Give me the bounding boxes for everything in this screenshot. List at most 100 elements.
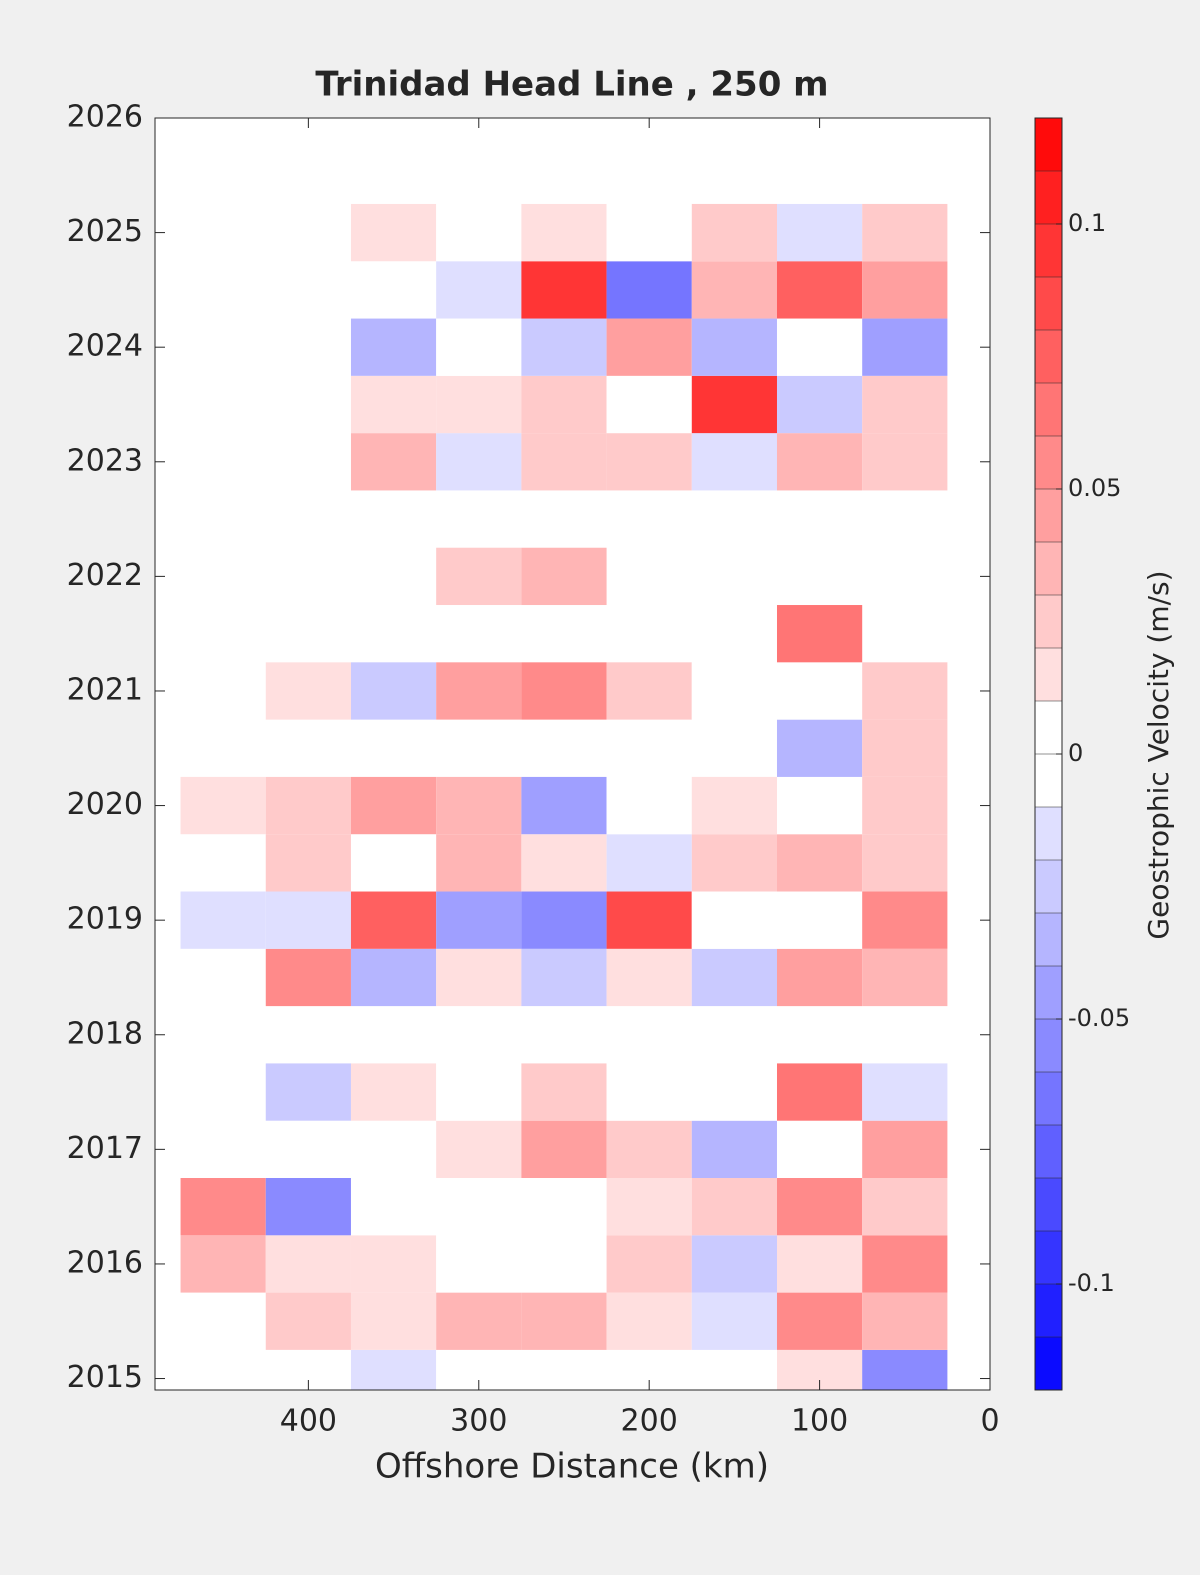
y-tick-label: 2016 [67, 1245, 143, 1280]
cell [862, 375, 948, 434]
colorbar-tick-label: 0 [1068, 739, 1083, 767]
cell [265, 1292, 351, 1350]
cell [776, 1120, 863, 1178]
cell [180, 1292, 266, 1350]
cell [691, 1120, 777, 1178]
x-tick-label: 0 [980, 1404, 999, 1439]
cell [691, 1178, 777, 1236]
cell [862, 1235, 948, 1293]
cell [436, 891, 522, 949]
cell [521, 318, 607, 376]
cell [606, 318, 692, 376]
colorbar-band [1035, 701, 1062, 754]
cell [350, 1120, 437, 1178]
cell [180, 1063, 266, 1121]
cell [436, 662, 522, 720]
cell [776, 203, 863, 262]
cell [436, 776, 522, 835]
colorbar-band [1035, 754, 1062, 807]
cell [691, 1292, 777, 1350]
colorbar-band [1035, 860, 1062, 913]
cell [606, 776, 692, 835]
cell [265, 776, 351, 835]
axes-box [154, 117, 991, 1391]
cell [521, 433, 607, 491]
colorbar-band [1035, 1125, 1062, 1178]
colorbar-band [1035, 277, 1062, 330]
y-tick-label: 2025 [67, 214, 143, 249]
x-axis-label: Offshore Distance (km) [375, 1447, 769, 1487]
cell [606, 948, 692, 1007]
cell [862, 1178, 948, 1236]
cell [521, 948, 607, 1007]
cell [691, 948, 777, 1007]
cell [606, 1178, 692, 1236]
cell [350, 1235, 437, 1293]
field [180, 203, 948, 1390]
colorbar-band [1035, 1019, 1062, 1072]
cell [350, 261, 437, 319]
colorbar-band [1035, 542, 1062, 595]
cell [180, 834, 266, 892]
cell [691, 203, 777, 262]
cell [350, 1063, 437, 1121]
cell [862, 1120, 948, 1178]
y-tick-label: 2021 [67, 672, 143, 707]
cell [776, 375, 863, 434]
cell [862, 261, 948, 319]
cell [265, 1178, 351, 1236]
cell [862, 948, 948, 1007]
cell [521, 203, 607, 262]
cell [606, 261, 692, 319]
cell [862, 318, 948, 376]
cell [862, 1292, 948, 1350]
cell [521, 261, 607, 319]
cell [265, 1235, 351, 1293]
cell [180, 1235, 266, 1293]
cell [776, 261, 863, 319]
cell [691, 375, 777, 434]
y-tick-label: 2026 [67, 100, 143, 135]
cell [521, 834, 607, 892]
cell [180, 891, 266, 949]
cell [350, 318, 437, 376]
colorbar-band [1035, 383, 1062, 436]
cell [521, 1120, 607, 1178]
cell [521, 776, 607, 835]
cell [350, 1349, 437, 1390]
cell [350, 203, 437, 262]
cell [350, 891, 437, 949]
colorbar-band [1035, 1072, 1062, 1125]
cell [691, 1063, 777, 1121]
cell [691, 1349, 777, 1390]
cell [862, 834, 948, 892]
cell [776, 662, 863, 720]
cell [265, 1120, 351, 1178]
cell [606, 1063, 692, 1121]
cell [265, 891, 351, 949]
cell [436, 261, 522, 319]
cell [180, 948, 266, 1007]
colorbar-band [1035, 966, 1062, 1019]
cell [180, 1178, 266, 1236]
cell [436, 1235, 522, 1293]
x-tick-label: 400 [280, 1404, 337, 1439]
colorbar-band [1035, 595, 1062, 648]
colorbar-band [1035, 436, 1062, 489]
cell [776, 719, 863, 777]
chart-title: Trinidad Head Line , 250 m [315, 65, 828, 105]
cell [265, 1063, 351, 1121]
cell [606, 1292, 692, 1350]
cell [350, 834, 437, 892]
colorbar-band [1035, 913, 1062, 966]
cell [776, 891, 863, 949]
cell [691, 662, 777, 720]
cell [521, 547, 607, 606]
cell [862, 433, 948, 491]
cell [776, 433, 863, 491]
cell [436, 1120, 522, 1178]
cell [776, 1178, 863, 1236]
cell [265, 433, 351, 491]
cell [436, 547, 522, 606]
cell [521, 375, 607, 434]
